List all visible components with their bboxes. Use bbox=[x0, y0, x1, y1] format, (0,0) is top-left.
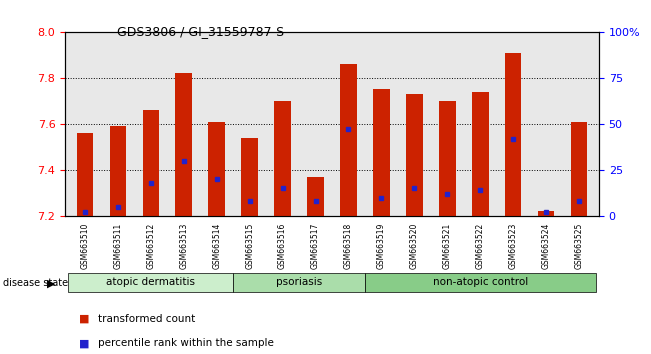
Text: GSM663515: GSM663515 bbox=[245, 223, 254, 269]
Bar bbox=[439, 101, 456, 216]
Text: ■: ■ bbox=[79, 314, 90, 324]
Text: GSM663514: GSM663514 bbox=[212, 223, 221, 269]
Text: ▶: ▶ bbox=[47, 278, 55, 288]
Text: GSM663519: GSM663519 bbox=[377, 223, 386, 269]
Bar bbox=[373, 90, 390, 216]
Bar bbox=[208, 122, 225, 216]
Text: GSM663517: GSM663517 bbox=[311, 223, 320, 269]
Text: GSM663523: GSM663523 bbox=[508, 223, 518, 269]
Bar bbox=[233, 273, 365, 292]
Bar bbox=[340, 64, 357, 216]
Bar bbox=[571, 122, 587, 216]
Bar bbox=[242, 138, 258, 216]
Text: GSM663513: GSM663513 bbox=[179, 223, 188, 269]
Text: GSM663512: GSM663512 bbox=[146, 223, 156, 269]
Text: GDS3806 / GI_31559787-S: GDS3806 / GI_31559787-S bbox=[117, 25, 284, 38]
Text: disease state: disease state bbox=[3, 278, 68, 288]
Text: GSM663511: GSM663511 bbox=[113, 223, 122, 269]
Text: psoriasis: psoriasis bbox=[276, 277, 322, 287]
Bar bbox=[176, 73, 192, 216]
Bar bbox=[505, 53, 521, 216]
Text: non-atopic control: non-atopic control bbox=[433, 277, 528, 287]
Bar bbox=[307, 177, 324, 216]
Text: GSM663518: GSM663518 bbox=[344, 223, 353, 269]
Bar bbox=[472, 92, 488, 216]
Text: GSM663524: GSM663524 bbox=[542, 223, 551, 269]
Text: percentile rank within the sample: percentile rank within the sample bbox=[98, 338, 273, 348]
Text: GSM663525: GSM663525 bbox=[575, 223, 584, 269]
Bar bbox=[538, 211, 555, 216]
Text: GSM663520: GSM663520 bbox=[410, 223, 419, 269]
Bar bbox=[406, 94, 422, 216]
Text: atopic dermatitis: atopic dermatitis bbox=[106, 277, 195, 287]
Text: GSM663510: GSM663510 bbox=[80, 223, 89, 269]
Bar bbox=[365, 273, 596, 292]
Bar bbox=[77, 133, 93, 216]
Text: GSM663516: GSM663516 bbox=[278, 223, 287, 269]
Bar bbox=[68, 273, 233, 292]
Bar bbox=[143, 110, 159, 216]
Bar bbox=[109, 126, 126, 216]
Text: GSM663522: GSM663522 bbox=[476, 223, 485, 269]
Text: transformed count: transformed count bbox=[98, 314, 195, 324]
Bar bbox=[274, 101, 291, 216]
Text: GSM663521: GSM663521 bbox=[443, 223, 452, 269]
Text: ■: ■ bbox=[79, 338, 90, 348]
